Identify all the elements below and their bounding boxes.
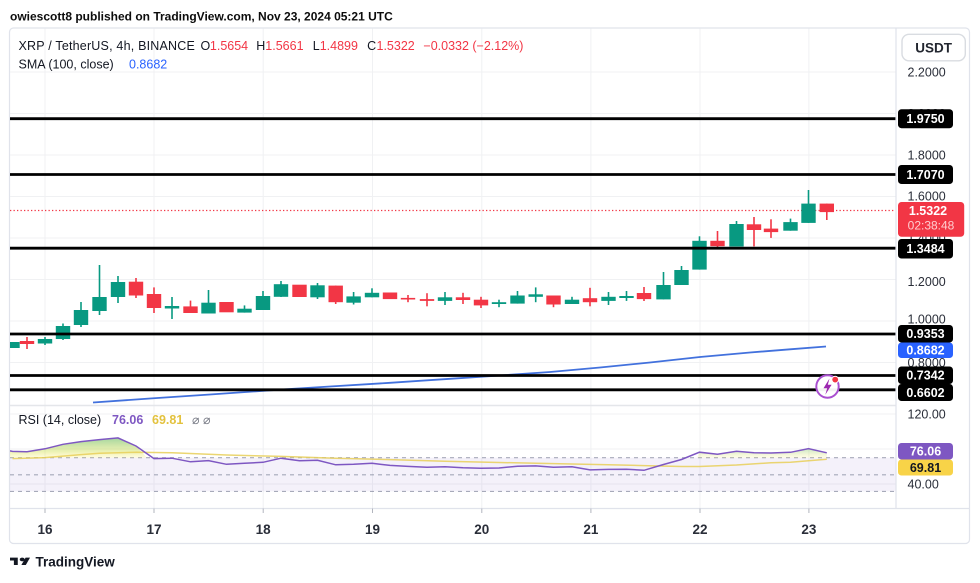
svg-text:1.5322: 1.5322 — [377, 39, 415, 53]
svg-text:1.3484: 1.3484 — [906, 242, 944, 256]
svg-text:1.8000: 1.8000 — [908, 148, 946, 162]
svg-text:1.9750: 1.9750 — [906, 112, 944, 126]
svg-text:SMA (100, close): SMA (100, close) — [19, 57, 114, 71]
svg-text:TradingView: TradingView — [36, 555, 116, 570]
svg-text:⌀ ⌀: ⌀ ⌀ — [192, 413, 211, 427]
svg-text:17: 17 — [146, 522, 161, 537]
svg-text:C: C — [367, 39, 376, 53]
svg-text:H: H — [256, 39, 265, 53]
svg-text:1.5654: 1.5654 — [210, 39, 248, 53]
svg-text:O: O — [201, 39, 211, 53]
svg-text:1.2000: 1.2000 — [908, 275, 946, 289]
svg-text:USDT: USDT — [915, 40, 953, 55]
svg-text:1.7070: 1.7070 — [906, 168, 944, 182]
svg-text:2.2000: 2.2000 — [908, 65, 946, 79]
svg-text:22: 22 — [692, 522, 707, 537]
svg-text:02:38:48: 02:38:48 — [908, 219, 955, 233]
svg-text:16: 16 — [37, 522, 53, 537]
svg-text:RSI (14, close): RSI (14, close) — [19, 413, 102, 427]
svg-text:0.8000: 0.8000 — [908, 356, 946, 370]
svg-text:1.5661: 1.5661 — [265, 39, 303, 53]
svg-text:76.06: 76.06 — [112, 413, 143, 427]
svg-text:1.6000: 1.6000 — [908, 189, 946, 203]
svg-text:1.0000: 1.0000 — [908, 312, 946, 326]
svg-text:19: 19 — [365, 522, 380, 537]
svg-text:L: L — [313, 39, 320, 53]
svg-text:23: 23 — [801, 522, 817, 537]
svg-text:0.6602: 0.6602 — [906, 386, 944, 400]
svg-text:1.4899: 1.4899 — [320, 39, 358, 53]
svg-text:owiescott8 published on Tradin: owiescott8 published on TradingView.com,… — [10, 10, 393, 24]
svg-text:0.8682: 0.8682 — [129, 57, 167, 71]
svg-text:21: 21 — [583, 522, 599, 537]
svg-text:120.00: 120.00 — [908, 407, 946, 421]
svg-text:XRP / TetherUS, 4h, BINANCE: XRP / TetherUS, 4h, BINANCE — [19, 39, 196, 53]
svg-text:0.7342: 0.7342 — [906, 369, 944, 383]
svg-text:69.81: 69.81 — [152, 413, 183, 427]
svg-text:76.06: 76.06 — [910, 445, 941, 459]
svg-text:0.9353: 0.9353 — [906, 327, 944, 341]
svg-text:−0.0332 (−2.12%): −0.0332 (−2.12%) — [423, 39, 523, 53]
svg-text:69.81: 69.81 — [910, 461, 941, 475]
svg-text:1.5322: 1.5322 — [909, 204, 947, 218]
svg-text:40.00: 40.00 — [908, 477, 939, 491]
svg-text:20: 20 — [474, 522, 489, 537]
svg-text:18: 18 — [256, 522, 272, 537]
svg-text:0.8682: 0.8682 — [906, 344, 944, 358]
